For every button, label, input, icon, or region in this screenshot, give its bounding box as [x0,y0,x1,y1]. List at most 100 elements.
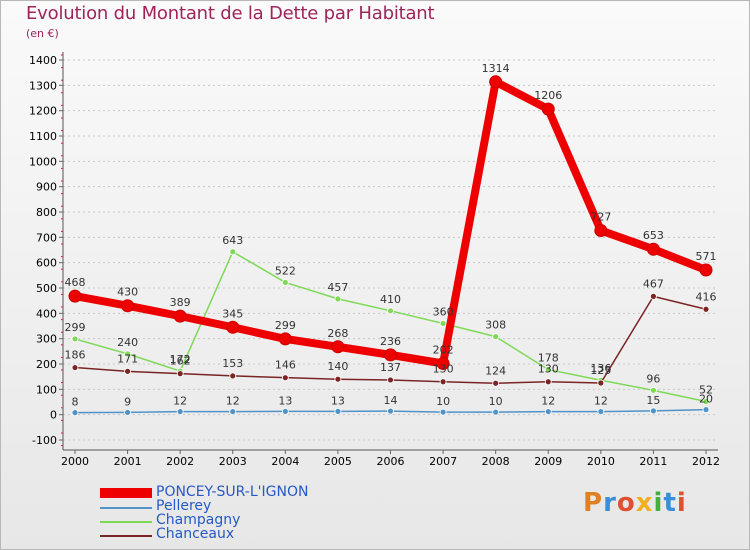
data-label-3: 124 [485,364,506,377]
series-line-0 [71,77,710,368]
data-label-0: 389 [170,296,191,309]
data-point-0 [489,75,503,89]
y-tick-label: 500 [36,282,57,295]
grid-lines [63,59,718,441]
legend-label-poncey: PONCEY-SUR-L'IGNON [156,484,309,500]
line-chart: -100 0 100 200 300 400 500 600 700 800 900 1000 1100… [29,52,720,468]
chart-title: Evolution du Montant de la Dette par Hab… [26,3,435,24]
legend-label-chanceaux: Chanceaux [156,526,235,542]
x-tick-label: 2000 [61,455,89,468]
data-label-1: 12 [541,395,555,408]
data-point-1 [650,407,657,415]
data-point-2 [387,307,394,315]
legend-label-pellerey: Pellerey [156,498,212,514]
data-label-2: 522 [275,264,296,277]
proxiti-logo: Proxiti [583,488,687,518]
data-point-0 [384,348,397,362]
data-label-2: 96 [646,372,660,385]
y-tick-label: 600 [36,257,57,270]
data-label-0: 236 [380,335,401,348]
data-point-3 [71,364,79,371]
y-tick-label: 800 [36,206,57,219]
logo-letter: P [583,488,604,518]
x-tick-label: 2001 [114,455,142,468]
data-label-2: 136 [590,362,611,375]
data-label-3: 162 [170,355,191,368]
data-label-3: 186 [65,349,86,362]
data-point-3 [492,379,500,387]
data-point-0 [331,340,345,354]
legend-swatch-champagny [100,521,152,523]
y-tick-label: 1300 [29,79,57,92]
data-point-0 [278,332,292,346]
data-label-1: 12 [173,395,187,408]
data-label-1: 15 [646,394,660,407]
data-label-1: 8 [72,396,79,409]
data-point-0 [68,289,82,303]
axes [61,52,718,451]
data-label-0: 653 [643,229,664,242]
data-point-3 [281,374,289,382]
data-label-2: 410 [380,293,401,306]
data-point-2 [544,366,552,373]
data-point-0 [436,356,450,370]
x-tick-label: 2002 [166,455,194,468]
data-label-0: 571 [696,250,717,263]
logo-letter: r [603,488,617,518]
logo-letter: i [676,488,687,518]
data-label-3: 153 [222,357,243,370]
data-point-3 [387,376,394,384]
legend-swatch-pellerey [100,507,152,509]
data-point-2 [439,320,447,327]
data-label-3: 137 [380,361,401,374]
legend-item-chanceaux: Chanceaux [100,526,400,542]
data-point-0 [646,242,660,256]
logo-letter: o [616,488,636,518]
data-label-1: 20 [699,393,713,406]
data-point-1 [492,408,500,416]
y-axis-ticks: -100 0 100 200 300 400 500 600 700 800 900 1000 1100… [29,54,63,447]
x-tick-label: 2008 [482,455,510,468]
data-point-0 [173,309,187,323]
data-point-3 [334,375,342,383]
x-tick-label: 2012 [692,455,720,468]
y-tick-label: 1200 [29,105,57,118]
legend-swatch-poncey [100,488,152,498]
data-point-0 [699,263,713,277]
y-tick-label: 200 [36,358,57,371]
x-tick-label: 2007 [429,455,457,468]
y-tick-label: 0 [50,409,57,422]
x-tick-label: 2003 [219,455,247,468]
data-point-1 [439,408,447,416]
x-tick-label: 2011 [639,455,667,468]
data-point-1 [597,408,605,416]
data-point-1 [387,407,394,415]
x-tick-label: 2004 [271,455,299,468]
data-label-0: 727 [590,210,611,223]
data-point-0 [594,223,608,237]
data-label-1: 12 [594,395,608,408]
data-label-0: 299 [275,319,296,332]
data-label-2: 643 [222,234,243,247]
y-tick-label: -100 [32,434,57,447]
logo-letter: t [663,488,677,518]
y-tick-label: 1000 [29,155,57,168]
data-point-1 [544,408,552,416]
data-label-3: 125 [590,364,611,377]
x-tick-label: 2010 [587,455,615,468]
data-point-3 [124,367,131,375]
data-point-1 [334,407,342,415]
data-point-2 [229,248,237,256]
data-label-1: 9 [124,395,131,408]
data-label-3: 171 [117,352,138,365]
data-label-3: 140 [327,360,348,373]
data-label-0: 1206 [534,89,562,102]
data-label-3: 130 [433,363,454,376]
data-point-2 [71,335,79,343]
x-tick-label: 2006 [377,455,405,468]
data-point-3 [650,292,657,300]
logo-letter: x [635,488,654,518]
legend-item-champagny: Champagny [100,512,400,528]
data-point-2 [702,398,710,405]
data-point-3 [702,305,710,313]
